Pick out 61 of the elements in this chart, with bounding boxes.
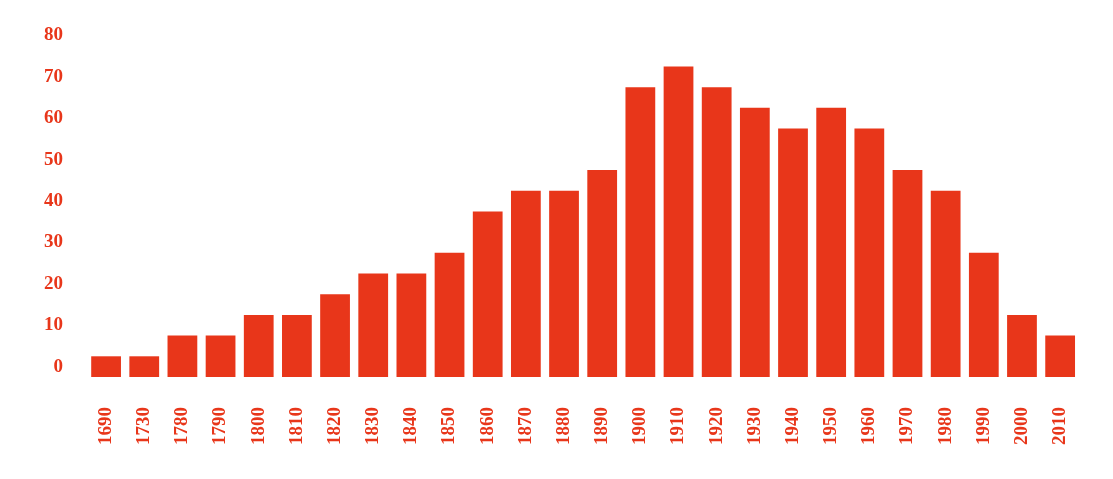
x-tick-label: 1920	[704, 407, 726, 445]
bar	[129, 356, 160, 377]
bar	[434, 252, 465, 377]
bar	[1007, 314, 1037, 377]
bar	[587, 169, 618, 377]
y-tick-label: 60	[44, 106, 63, 128]
bar	[358, 273, 389, 377]
y-tick-label: 0	[53, 354, 63, 376]
bar	[701, 87, 732, 377]
x-tick-label: 1990	[971, 407, 993, 445]
x-tick-label: 1900	[628, 407, 650, 445]
bar	[282, 314, 312, 377]
bar	[320, 294, 350, 377]
x-tick-label: 1780	[170, 407, 192, 445]
y-tick-label: 20	[44, 271, 63, 293]
x-tick-label: 1930	[742, 407, 764, 445]
x-tick-label: 1870	[513, 407, 535, 445]
x-tick-label: 1970	[895, 407, 917, 445]
x-tick-label: 1910	[666, 407, 688, 445]
bar	[549, 190, 579, 377]
x-tick-label: 1800	[246, 407, 268, 445]
y-tick-label: 10	[44, 313, 63, 335]
x-tick-label: 1820	[322, 407, 344, 445]
bar	[205, 335, 236, 377]
x-tick-label: 1860	[475, 407, 497, 445]
bar	[663, 66, 694, 377]
x-tick-label: 2000	[1009, 407, 1031, 445]
bar	[1045, 335, 1076, 377]
bar	[396, 273, 427, 377]
bar	[625, 87, 656, 377]
bar	[243, 314, 274, 377]
bar	[510, 190, 541, 377]
bar	[854, 128, 885, 377]
bar	[892, 169, 923, 377]
y-tick-label: 30	[44, 230, 63, 252]
bar	[472, 211, 503, 377]
x-tick-label: 2010	[1048, 407, 1070, 445]
bar	[739, 107, 770, 377]
x-tick-label: 1960	[857, 407, 879, 445]
x-tick-label: 1810	[284, 407, 306, 445]
bar	[816, 107, 847, 377]
x-tick-label: 1830	[361, 407, 383, 445]
bar	[91, 356, 121, 377]
bar	[930, 190, 961, 377]
bar	[968, 252, 999, 377]
x-tick-label: 1690	[93, 407, 115, 445]
y-tick-label: 80	[44, 23, 63, 45]
y-tick-label: 50	[44, 147, 63, 169]
x-tick-label: 1940	[780, 407, 802, 445]
y-tick-label: 40	[44, 188, 63, 210]
bar	[778, 128, 808, 377]
x-tick-label: 1880	[551, 407, 573, 445]
x-tick-label: 1950	[819, 407, 841, 445]
x-tick-label: 1730	[132, 407, 154, 445]
x-tick-label: 1840	[399, 407, 421, 445]
x-tick-label: 1890	[590, 407, 612, 445]
x-tick-label: 1980	[933, 407, 955, 445]
bar	[167, 335, 198, 377]
y-tick-label: 70	[44, 64, 63, 86]
x-tick-label: 1850	[437, 407, 459, 445]
x-tick-label: 1790	[208, 407, 230, 445]
